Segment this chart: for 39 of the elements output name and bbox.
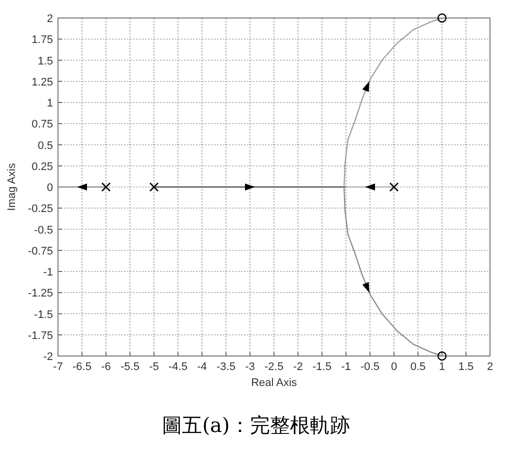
y-tick-label: -1.25 xyxy=(28,288,53,300)
x-tick-label: 1 xyxy=(438,361,446,373)
x-tick-label: 0 xyxy=(390,361,398,373)
text: 圖五(a)：完整根軌跡 xyxy=(162,413,350,437)
x-tick-label: -5.5 xyxy=(120,361,140,373)
y-tick-label: -0.25 xyxy=(28,203,53,216)
x-tick-label: 1.5 xyxy=(458,361,474,373)
y-tick-label: -2 xyxy=(43,351,53,363)
y-tick-label: 0.5 xyxy=(38,140,53,152)
x-tick-label: -4.5 xyxy=(168,361,188,373)
x-tick-label: -6 xyxy=(101,361,111,373)
y-tick-label: 1.75 xyxy=(32,34,53,46)
x-tick-label: -1.5 xyxy=(312,361,332,373)
y-tick-label: 1.25 xyxy=(32,76,53,88)
x-tick-label: 0.5 xyxy=(410,361,426,373)
y-tick-label: -1 xyxy=(43,266,53,278)
x-tick-label: 2 xyxy=(486,361,494,373)
x-tick-label: -2.5 xyxy=(264,361,284,373)
y-tick-label: 1.5 xyxy=(38,55,53,68)
y-tick-label: -1.5 xyxy=(34,308,53,321)
x-axis-title: Real Axis xyxy=(251,377,298,389)
y-tick-label: 0.75 xyxy=(32,118,53,131)
x-tick-label: -7 xyxy=(53,361,63,373)
y-tick-label: 0 xyxy=(46,182,53,194)
y-tick-label: 1 xyxy=(46,98,53,110)
y-tick-label: 0.25 xyxy=(32,160,53,173)
y-tick-label: 2 xyxy=(46,13,53,25)
y-tick-label: -0.5 xyxy=(34,224,53,236)
x-tick-label: -3 xyxy=(245,361,255,373)
x-tick-label: -6.5 xyxy=(72,361,92,373)
x-tick-label: -0.5 xyxy=(360,361,380,373)
y-tick-label: -1.75 xyxy=(28,330,53,342)
x-tick-label: -1 xyxy=(341,361,351,373)
y-axis-title: Imag Axis xyxy=(6,162,18,211)
x-tick-label: -3.5 xyxy=(216,361,236,373)
y-tick-label: -0.75 xyxy=(28,245,53,258)
x-tick-label: -2 xyxy=(293,361,303,373)
x-tick-label: -5 xyxy=(149,361,159,373)
x-tick-label: -4 xyxy=(197,361,207,373)
